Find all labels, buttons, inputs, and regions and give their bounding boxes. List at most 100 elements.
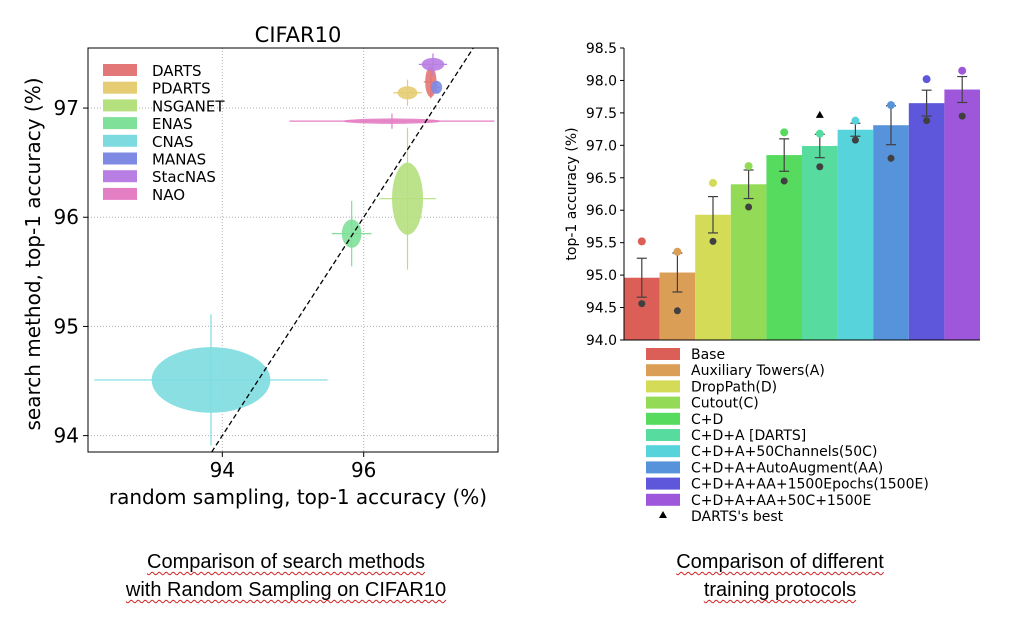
scatter-y-tick-label: 95: [54, 314, 79, 338]
legend-label-nao: NAO: [152, 186, 185, 204]
bar-max-point-5: [780, 128, 789, 137]
bar-y-axis-label: top-1 accuracy (%): [564, 127, 580, 260]
scatter-point-manas: [430, 80, 443, 94]
bar-5: [766, 155, 802, 340]
bar-min-point-9: [923, 117, 931, 125]
bar-legend-label-4: Cutout(C): [691, 396, 759, 412]
bar-legend-swatch-10: [646, 493, 680, 506]
scatter-x-tick-label: 96: [351, 458, 376, 482]
scatter-point-stacnas: [421, 57, 445, 71]
legend-label-cnas: CNAS: [152, 133, 193, 151]
left-caption: Comparison of search methods with Random…: [70, 548, 502, 604]
legend-label-stacnas: StacNAS: [152, 168, 216, 186]
right-caption: Comparison of different training protoco…: [600, 548, 960, 604]
bar-min-point-3: [709, 237, 717, 245]
bar-legend-label-9: C+D+A+AA+1500Epochs(1500E): [691, 477, 929, 493]
legend-swatch-darts: [103, 64, 137, 76]
bar-max-point-4: [744, 162, 753, 171]
legend-swatch-nsganet: [103, 99, 137, 112]
bar-min-point-5: [780, 177, 788, 185]
bar-legend-label-1: Base: [691, 347, 725, 363]
bar-legend-swatch-9: [646, 477, 680, 490]
bar-10: [944, 89, 980, 340]
bar-min-point-7: [851, 136, 859, 144]
left-caption-line1: Comparison of search methods: [147, 551, 425, 573]
bar-legend-swatch-2: [646, 364, 680, 377]
bar-legend-swatch-3: [646, 380, 680, 393]
legend-swatch-nao: [103, 187, 137, 200]
bar-7: [837, 129, 874, 340]
right-caption-line1: Comparison of different: [676, 551, 884, 573]
bar-legend-darts-best-marker: [659, 511, 667, 518]
bar-max-point-10: [958, 66, 967, 75]
bar-max-point-2: [673, 247, 682, 256]
bar-chart: 94.0 94.5 95.0 95.5 96.0 96.5 97.0 97.5 98.0 98.5…: [564, 41, 980, 525]
bar-y-tick-label: 95.5: [586, 236, 617, 252]
bar-max-point-1: [637, 237, 646, 246]
bar-min-point-6: [816, 163, 824, 171]
bar-9: [908, 103, 945, 341]
bar-max-point-9: [922, 75, 931, 84]
legend-swatch-pdarts: [103, 81, 137, 94]
legend-label-nsganet: NSGANET: [152, 97, 225, 115]
bar-min-point-8: [887, 154, 895, 162]
legend-swatch-cnas: [103, 134, 137, 147]
bar-legend-swatch-5: [646, 412, 680, 425]
scatter-y-tick-label: 97: [54, 96, 79, 120]
bar-y-tick-label: 98.5: [586, 41, 617, 57]
legend-label-darts: DARTS: [152, 62, 202, 80]
bar-y-tick-label: 96.0: [586, 203, 617, 219]
scatter-point-nsganet: [391, 162, 424, 235]
bar-legend-label-8: C+D+A+AutoAugment(AA): [691, 460, 883, 476]
legend-swatch-enas: [103, 117, 137, 130]
bar-min-point-10: [958, 112, 966, 120]
right-caption-line2: training protocols: [703, 579, 857, 601]
bar-min-point-1: [638, 300, 646, 308]
bar-legend-swatch-4: [646, 396, 680, 409]
scatter-point-nao: [342, 118, 442, 124]
bar-legend-label-2: Auxiliary Towers(A): [691, 363, 825, 379]
bar-y-tick-label: 97.5: [586, 106, 617, 122]
bar-6: [802, 145, 838, 340]
bar-y-tick-label: 98.0: [586, 73, 617, 89]
bar-max-point-8: [887, 101, 895, 110]
scatter-x-axis-label: random sampling, top-1 accuracy (%): [109, 485, 487, 509]
bar-legend-swatch-8: [646, 461, 680, 474]
legend-label-manas: MANAS: [152, 151, 206, 169]
bar-min-point-4: [745, 203, 753, 211]
bar-legend-label-3: DropPath(D): [691, 379, 777, 395]
bar-legend-label-5: C+D: [691, 412, 723, 428]
bar-y-tick-label: 95.0: [586, 268, 617, 284]
bar-3: [695, 214, 731, 340]
scatter-chart: 94 96 94 95 96 97 CIFAR10 random sampling, top-…: [21, 23, 499, 509]
bar-y-tick-label: 96.5: [586, 171, 617, 187]
scatter-point-cnas: [151, 347, 271, 413]
scatter-y-tick-label: 96: [54, 205, 79, 229]
scatter-y-tick-label: 94: [54, 424, 79, 448]
bar-legend-label-6: C+D+A [DARTS]: [691, 428, 806, 444]
scatter-y-axis-label: search method, top-1 accuracy (%): [21, 77, 45, 430]
scatter-frame: [87, 47, 499, 453]
bar-legend-swatch-7: [646, 445, 680, 458]
left-caption-line2: with Random Sampling on CIFAR10: [125, 579, 447, 601]
bar-y-tick-label: 94.0: [586, 333, 617, 349]
bar-max-point-6: [815, 129, 824, 138]
legend-label-enas: ENAS: [152, 115, 192, 133]
bar-y-tick-label: 97.0: [586, 138, 617, 154]
bar-legend-swatch-1: [646, 348, 680, 360]
bar-legend-swatch-6: [646, 429, 680, 441]
scatter-point-enas: [341, 219, 362, 248]
bar-max-point-7: [851, 116, 860, 125]
bar-y-tick-label: 94.5: [586, 301, 617, 317]
bar-min-point-2: [673, 307, 681, 315]
bar-legend-label-7: C+D+A+50Channels(50C): [691, 444, 877, 460]
scatter-point-pdarts: [397, 86, 418, 100]
legend-swatch-stacnas: [103, 170, 137, 183]
bar-max-point-3: [709, 178, 717, 187]
legend-swatch-manas: [103, 152, 137, 165]
bar-legend-label-10: C+D+A+AA+50C+1500E: [691, 493, 871, 509]
scatter-x-tick-label: 94: [210, 458, 235, 482]
legend-label-pdarts: PDARTS: [152, 80, 211, 98]
scatter-title: CIFAR10: [255, 23, 342, 47]
